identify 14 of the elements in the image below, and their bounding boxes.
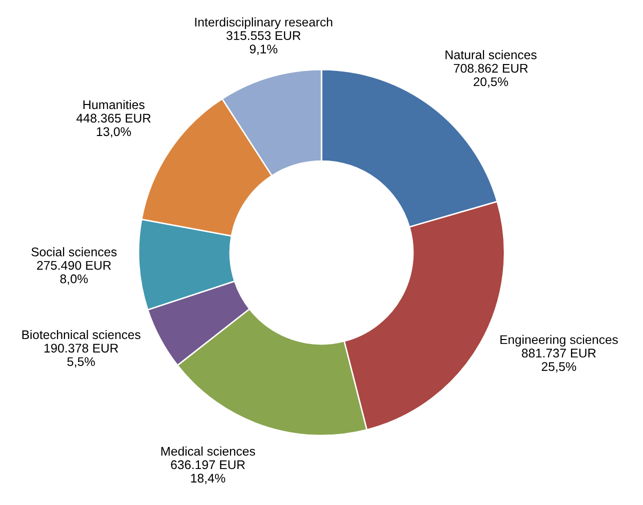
data-label: 636.197 EUR 18,4% — [171, 460, 245, 484]
data-label: 315.553 EUR 9,1% — [226, 31, 300, 55]
data-label: 448.365 EUR 13,0% — [76, 114, 151, 138]
slice-label: Social sciences — [31, 247, 117, 256]
data-label: 708.862 EUR 20,5% — [454, 64, 528, 88]
data-label: 275.490 EUR 8,0% — [37, 260, 111, 285]
slice-label: Interdisciplinary research — [195, 17, 332, 30]
slice-label: Biotechnical sciences — [22, 330, 140, 340]
slice-label: Medical sciences — [161, 446, 256, 456]
slice-label: Natural sciences — [446, 50, 537, 60]
data-label: 190.378 EUR 5,5% — [44, 344, 118, 368]
slice-label: Engineering sciences — [500, 334, 618, 347]
data-label: 881.737 EUR 25,5% — [522, 348, 596, 372]
slice-label: Humanities — [83, 100, 144, 110]
